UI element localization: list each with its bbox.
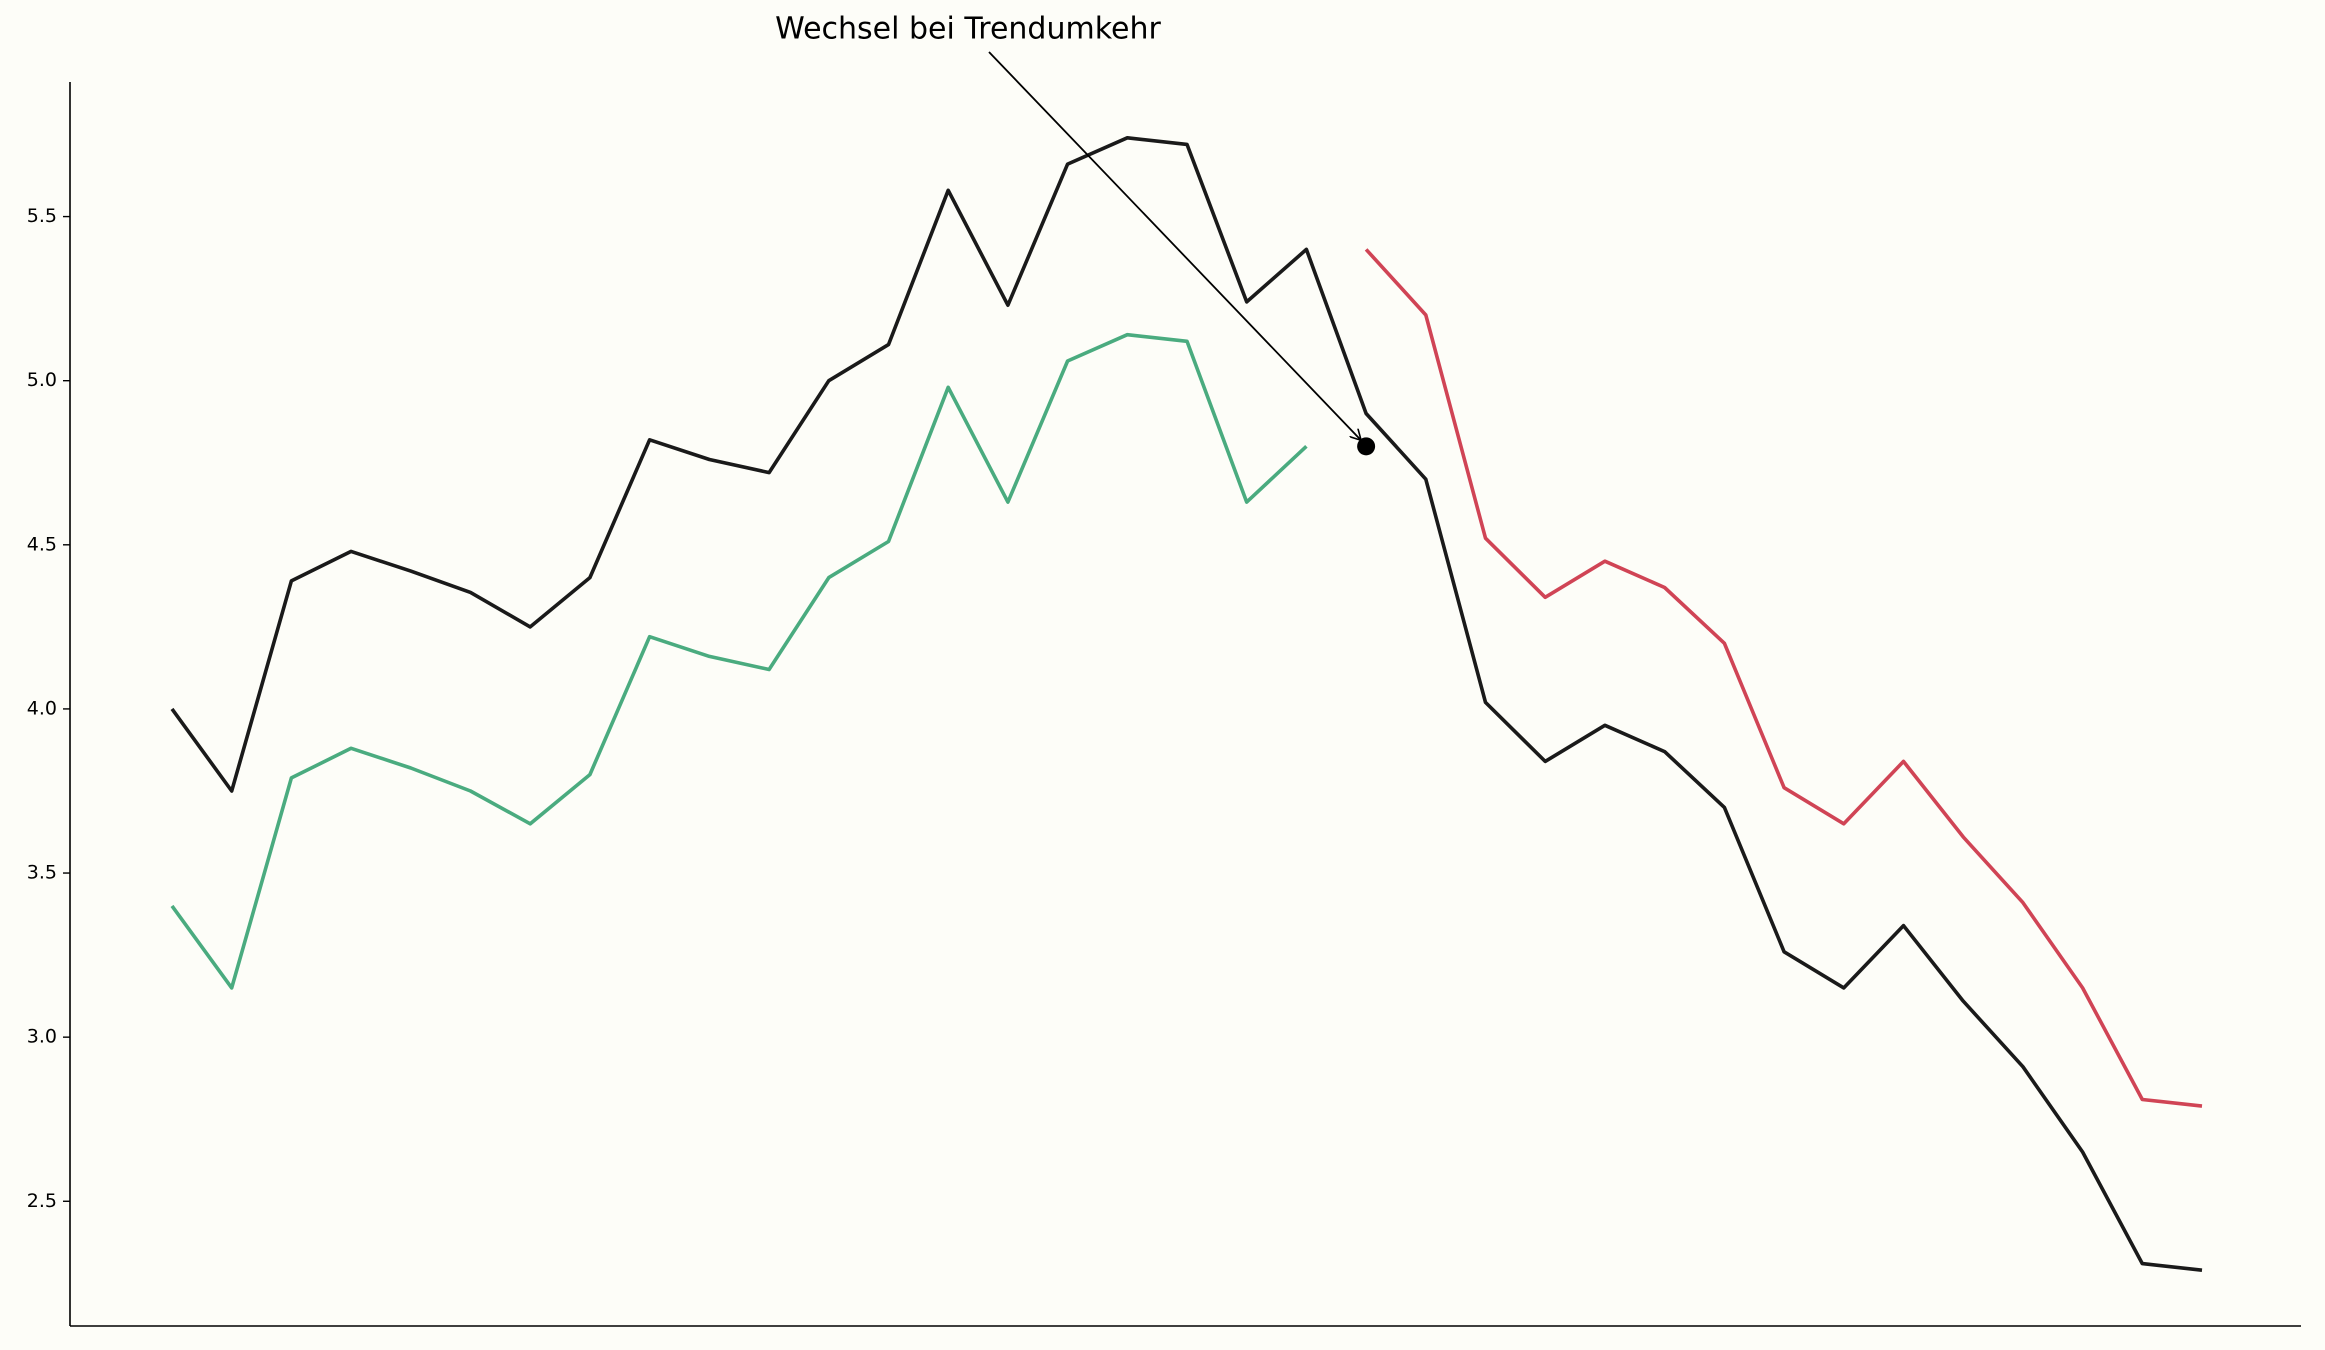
line-series — [170, 136, 2203, 1272]
annotation-point — [1357, 437, 1376, 456]
line-series — [1364, 248, 2203, 1108]
y-tick-label: 5.5 — [27, 205, 57, 227]
y-tick-label: 5.0 — [27, 369, 57, 391]
line-series — [170, 332, 1308, 990]
annotation-arrow — [988, 51, 1361, 440]
annotation-text: Wechsel bei Trendumkehr — [775, 12, 1161, 47]
y-tick-label: 4.5 — [27, 533, 57, 555]
y-tick-label: 3.5 — [27, 862, 57, 884]
y-tick-label: 4.0 — [27, 697, 57, 719]
y-tick-label: 3.0 — [27, 1026, 57, 1048]
y-tick-label: 2.5 — [27, 1190, 57, 1212]
